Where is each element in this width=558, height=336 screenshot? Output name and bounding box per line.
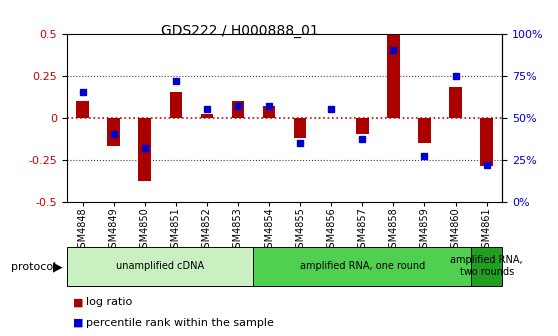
Bar bbox=[263, 106, 275, 118]
Bar bbox=[480, 118, 493, 166]
Text: protocol: protocol bbox=[11, 262, 56, 272]
Bar bbox=[76, 101, 89, 118]
Bar bbox=[170, 92, 182, 118]
Text: GDS222 / H000888_01: GDS222 / H000888_01 bbox=[161, 24, 319, 38]
Bar bbox=[449, 87, 462, 118]
Bar bbox=[387, 35, 400, 118]
Bar bbox=[201, 114, 213, 118]
Bar bbox=[67, 247, 253, 286]
Bar bbox=[471, 247, 502, 286]
Text: ■: ■ bbox=[73, 318, 83, 328]
Bar bbox=[138, 118, 151, 181]
Text: unamplified cDNA: unamplified cDNA bbox=[116, 261, 204, 271]
Bar bbox=[356, 118, 368, 134]
Bar bbox=[232, 101, 244, 118]
Bar bbox=[107, 118, 120, 146]
Bar bbox=[294, 118, 306, 138]
Text: amplified RNA, one round: amplified RNA, one round bbox=[300, 261, 425, 271]
Bar bbox=[418, 118, 431, 143]
Text: ■: ■ bbox=[73, 297, 83, 307]
Bar bbox=[253, 247, 471, 286]
Text: percentile rank within the sample: percentile rank within the sample bbox=[86, 318, 275, 328]
Text: amplified RNA,
two rounds: amplified RNA, two rounds bbox=[450, 255, 523, 277]
Text: ▶: ▶ bbox=[53, 261, 62, 274]
Text: log ratio: log ratio bbox=[86, 297, 133, 307]
